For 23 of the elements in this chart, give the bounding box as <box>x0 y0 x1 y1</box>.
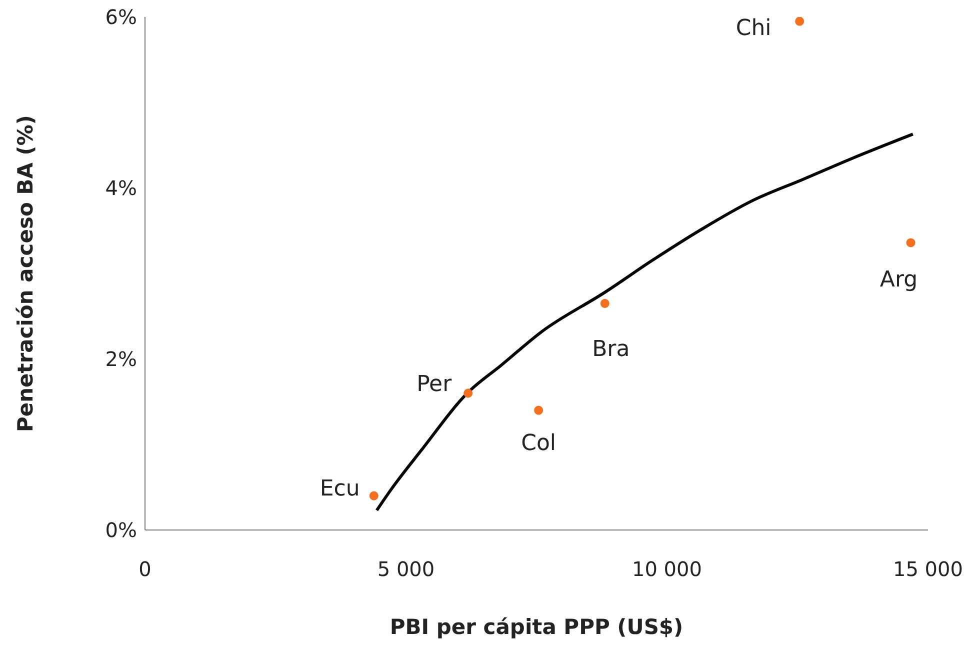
x-tick-label: 15 000 <box>893 557 963 582</box>
line-series <box>375 132 914 512</box>
annotation: Per <box>416 372 453 398</box>
annotation: Col <box>521 431 556 456</box>
annotation: Ecu <box>320 476 360 502</box>
x-tick-label: 10 000 <box>632 557 702 582</box>
y-tick-label: 2% <box>105 347 137 372</box>
y-axis-title: Penetración acceso BA (%) <box>13 114 38 432</box>
y-tick-label: 6% <box>105 5 137 30</box>
point <box>906 238 916 248</box>
annotation: Chi <box>736 16 772 42</box>
x-tick-label: 5 000 <box>377 557 435 582</box>
point <box>369 491 378 500</box>
y-tick-label: 0% <box>105 518 137 542</box>
point <box>795 17 804 26</box>
y-tick-label: 4% <box>105 176 137 200</box>
x-tick-label: 0 <box>138 557 152 582</box>
point <box>600 298 610 308</box>
annotation: Arg <box>880 268 918 293</box>
x-axis-title: PBI per cápita PPP (US$) <box>390 615 684 639</box>
point <box>534 406 544 415</box>
point <box>464 388 473 398</box>
annotation: Bra <box>592 337 630 362</box>
